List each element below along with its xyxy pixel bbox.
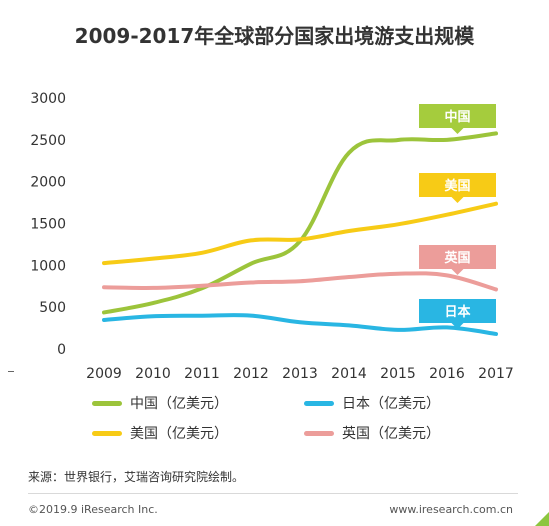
legend-label-uk: 英国（亿美元） — [342, 426, 440, 442]
y-axis: 0 500 1000 1500 2000 2500 3000 — [30, 91, 66, 358]
callout-pointer-japan — [451, 323, 464, 329]
legend-item-china: 中国（亿美元） — [92, 393, 304, 413]
callout-label-usa: 美国 — [444, 178, 470, 194]
y-tick-label: 1500 — [30, 217, 66, 233]
x-tick-label: 2010 — [135, 366, 171, 382]
callout-japan: 日本 — [419, 299, 496, 329]
callout-box-uk — [419, 245, 496, 269]
series-line-japan — [102, 313, 498, 336]
legend-swatch-china — [92, 400, 122, 406]
callout-pointer-uk — [451, 269, 464, 275]
legend-swatch-uk — [304, 430, 334, 436]
y-tick-label: 3000 — [30, 91, 66, 107]
series-line-china — [102, 131, 498, 315]
callout-box-china — [419, 104, 496, 128]
series-lines — [102, 131, 498, 336]
x-tick-label: 2009 — [86, 366, 122, 382]
x-tick-label: 2017 — [478, 366, 514, 382]
chart-title: 2009-2017年全球部分国家出境游支出规模 — [74, 24, 475, 48]
y-tick-label: 500 — [39, 300, 66, 316]
source-note: 来源：世界银行，艾瑞咨询研究院绘制。 — [28, 470, 245, 484]
side-dash-mark — [8, 371, 14, 372]
legend: 中国（亿美元） 日本（亿美元） 美国（亿美元） 英国（亿美元） — [92, 393, 522, 443]
callout-uk: 英国 — [419, 245, 496, 275]
series-line-uk — [102, 271, 498, 292]
callout-usa: 美国 — [419, 173, 496, 203]
legend-label-usa: 美国（亿美元） — [130, 426, 228, 442]
legend-item-uk: 英国（亿美元） — [304, 423, 516, 443]
footer-url[interactable]: www.iresearch.com.cn — [389, 503, 513, 516]
callout-box-japan — [419, 299, 496, 323]
y-tick-label: 0 — [57, 342, 66, 358]
callout-label-japan: 日本 — [444, 304, 470, 320]
footer-divider — [28, 493, 518, 494]
callout-pointer-china — [451, 128, 464, 134]
y-tick-label: 1000 — [30, 258, 66, 274]
x-tick-label: 2015 — [380, 366, 416, 382]
legend-item-usa: 美国（亿美元） — [92, 423, 304, 443]
x-axis: 2009 2010 2011 2012 2013 2014 2015 2016 2017 — [86, 366, 514, 382]
legend-label-japan: 日本（亿美元） — [342, 396, 440, 412]
x-tick-label: 2013 — [282, 366, 318, 382]
callout-label-china: 中国 — [444, 109, 470, 125]
legend-swatch-usa — [92, 430, 122, 436]
y-tick-label: 2500 — [30, 133, 66, 149]
x-tick-label: 2012 — [233, 366, 269, 382]
x-tick-label: 2014 — [331, 366, 367, 382]
legend-label-china: 中国（亿美元） — [130, 396, 228, 412]
x-tick-label: 2011 — [184, 366, 220, 382]
callout-label-uk: 英国 — [443, 250, 470, 266]
y-tick-label: 2000 — [30, 175, 66, 191]
callout-pointer-usa — [451, 197, 464, 203]
legend-swatch-japan — [304, 400, 334, 406]
legend-item-japan: 日本（亿美元） — [304, 393, 516, 413]
callout-box-usa — [419, 173, 496, 197]
callout-china: 中国 — [419, 104, 496, 134]
x-tick-label: 2016 — [429, 366, 465, 382]
corner-logo-mark — [535, 512, 549, 526]
footer-copyright: ©2019.9 iResearch Inc. — [28, 503, 158, 516]
series-line-usa — [102, 201, 498, 266]
line-chart: 0 500 1000 1500 2000 2500 3000 2009 2010 2011 201… — [30, 91, 514, 382]
